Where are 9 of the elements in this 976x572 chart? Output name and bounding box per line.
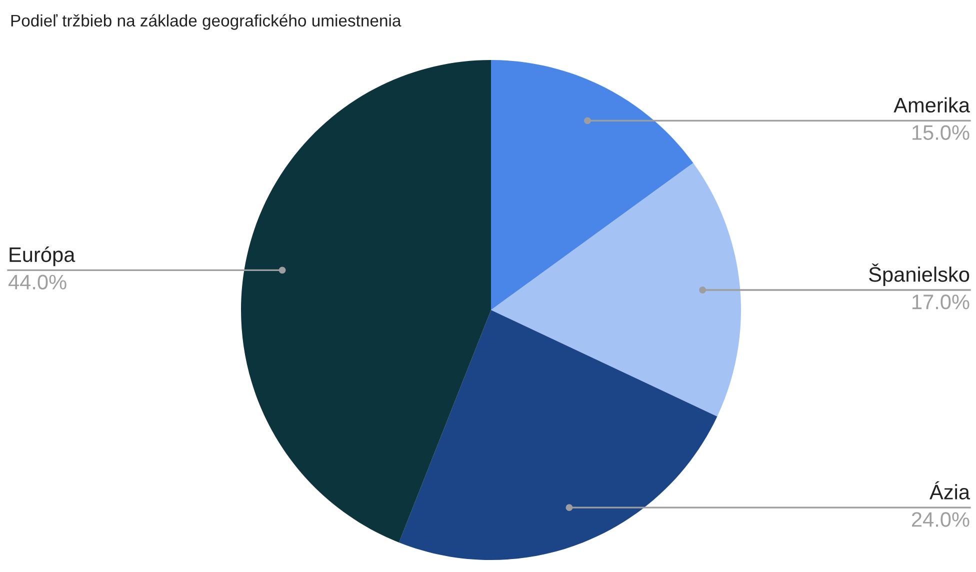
slice-label: Španielsko [869, 263, 970, 286]
data-label: 24.0% [912, 512, 970, 527]
data-label: 44.0% [8, 274, 66, 290]
slice-label: Amerika [894, 97, 970, 113]
chart-title: Podieľ tržbieb na základe geografického umiestnenia [11, 14, 402, 30]
data-label: 15.0% [912, 125, 970, 140]
slice-label: Európa [10, 246, 76, 266]
data-label: 17.0% [912, 294, 970, 310]
slice-label: Ázia [930, 481, 970, 500]
